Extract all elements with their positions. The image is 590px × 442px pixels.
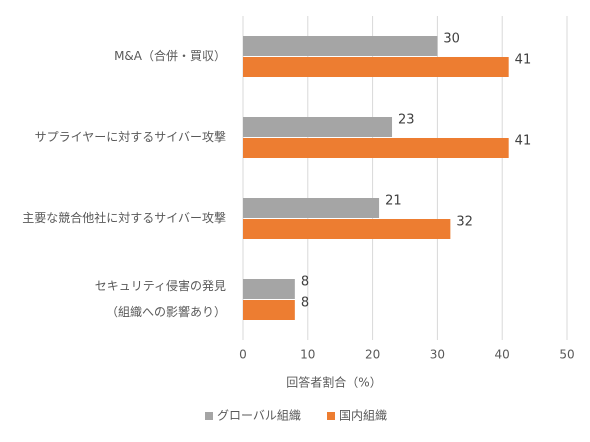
bar xyxy=(243,138,509,158)
y-tick-label: （組織への影響あり） xyxy=(106,304,226,319)
data-label: 23 xyxy=(398,113,415,128)
data-label: 8 xyxy=(301,296,309,311)
bar xyxy=(243,36,438,56)
data-label: 41 xyxy=(515,134,532,149)
bar xyxy=(243,198,380,218)
data-label: 41 xyxy=(515,53,532,68)
x-axis-label: 回答者割合（%） xyxy=(286,375,381,390)
bar xyxy=(243,219,451,239)
x-tick-label: 40 xyxy=(495,348,510,362)
data-label: 21 xyxy=(385,194,402,209)
bar xyxy=(243,300,295,320)
bar xyxy=(243,117,393,137)
x-tick-label: 30 xyxy=(430,348,445,362)
bar xyxy=(243,57,509,77)
legend-label: 国内組織 xyxy=(339,409,387,423)
data-label: 8 xyxy=(301,275,309,290)
bar xyxy=(243,279,295,299)
data-label: 30 xyxy=(443,32,460,47)
legend-swatch xyxy=(327,412,335,420)
data-label: 32 xyxy=(456,215,473,230)
x-tick-label: 10 xyxy=(300,348,315,362)
x-tick-label: 50 xyxy=(559,348,574,362)
x-tick-label: 20 xyxy=(365,348,380,362)
y-tick-label: サプライヤーに対するサイバー攻撃 xyxy=(35,129,226,144)
y-tick-label: 主要な競合他社に対するサイバー攻撃 xyxy=(22,210,226,225)
legend-label: グローバル組織 xyxy=(217,409,301,423)
x-tick-label: 0 xyxy=(239,348,247,362)
y-tick-label: セキュリティ侵害の発見 xyxy=(95,278,226,293)
legend-swatch xyxy=(205,412,213,420)
y-tick-label: M&A（合併・買収） xyxy=(114,48,226,63)
